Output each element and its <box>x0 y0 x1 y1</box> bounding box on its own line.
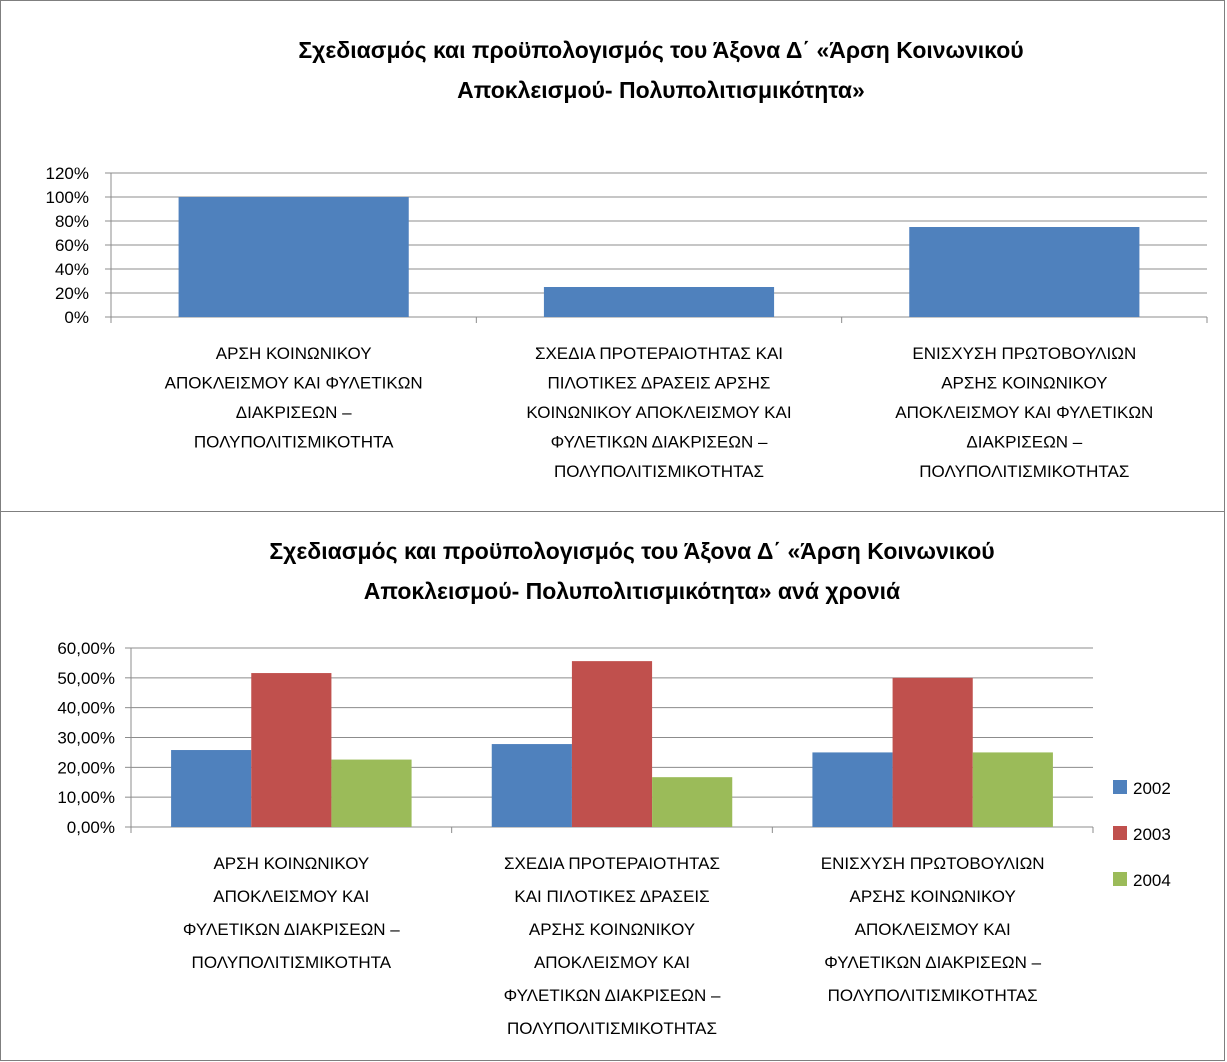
chart-title-line: Σχεδιασμός και προϋπολογισμός του Άξονα … <box>298 37 1023 63</box>
y-tick-label: 0% <box>64 308 89 327</box>
y-tick-label: 40,00% <box>57 699 115 718</box>
category-label-line: ΕΝΙΣΧΥΣΗ ΠΡΩΤΟΒΟΥΛΙΩΝ <box>912 344 1136 363</box>
bar-2004-2 <box>972 752 1053 827</box>
category-label-line: ΑΡΣΗΣ ΚΟΙΝΩΝΙΚΟΥ <box>529 920 695 939</box>
category-label-line: ΦΥΛΕΤΙΚΩΝ ΔΙΑΚΡΙΣΕΩΝ – <box>504 986 721 1005</box>
legend-label-2004: 2004 <box>1133 871 1171 890</box>
chart-2-svg: Σχεδιασμός και προϋπολογισμός του Άξονα … <box>57 538 1171 1038</box>
y-tick-label: 100% <box>46 188 89 207</box>
chart-title-line: Αποκλεισμού- Πολυπολιτισμικότητα» ανά χρ… <box>364 578 900 604</box>
category-label-line: ΚΑΙ ΠΙΛΟΤΙΚΕΣ ΔΡΑΣΕΙΣ <box>514 887 709 906</box>
y-tick-label: 60,00% <box>57 639 115 658</box>
bar-2002-0 <box>171 750 252 827</box>
category-label-line: ΠΟΛΥΠΟΛΙΤΙΣΜΙΚΟΤΗΤΑ <box>194 433 394 452</box>
chart-1-svg: Σχεδιασμός και προϋπολογισμός του Άξονα … <box>46 37 1208 481</box>
y-tick-label: 30,00% <box>57 729 115 748</box>
category-label-line: ΦΥΛΕΤΙΚΩΝ ΔΙΑΚΡΙΣΕΩΝ – <box>551 433 768 452</box>
y-tick-label: 20,00% <box>57 758 115 777</box>
y-tick-label: 10,00% <box>57 788 115 807</box>
legend-label-2003: 2003 <box>1133 825 1171 844</box>
bar-2004-1 <box>652 777 733 827</box>
category-label-line: ΑΡΣΗΣ ΚΟΙΝΩΝΙΚΟΥ <box>941 374 1107 393</box>
y-tick-label: 80% <box>55 212 89 231</box>
category-label-line: ΣΧΕΔΙΑ ΠΡΟΤΕΡΑΙΟΤΗΤΑΣ <box>504 854 720 873</box>
category-label-line: ΑΠΟΚΛΕΙΣΜΟΥ ΚΑΙ ΦΥΛΕΤΙΚΩΝ <box>895 403 1153 422</box>
bar-2002-1 <box>491 744 572 827</box>
bar-value-2 <box>909 227 1140 317</box>
category-label-line: ΑΡΣΗΣ ΚΟΙΝΩΝΙΚΟΥ <box>850 887 1016 906</box>
y-tick-label: 120% <box>46 164 89 183</box>
chart-title-line: Αποκλεισμού- Πολυπολιτισμικότητα» <box>457 77 865 103</box>
category-label-line: ΑΠΟΚΛΕΙΣΜΟΥ ΚΑΙ <box>213 887 369 906</box>
bar-2002-2 <box>812 752 893 827</box>
category-label-line: ΦΥΛΕΤΙΚΩΝ ΔΙΑΚΡΙΣΕΩΝ – <box>183 920 400 939</box>
category-label-line: ΔΙΑΚΡΙΣΕΩΝ – <box>236 403 352 422</box>
legend-swatch-2002 <box>1113 780 1127 794</box>
bar-2003-1 <box>571 661 653 827</box>
category-label-line: ΠΟΛΥΠΟΛΙΤΙΣΜΙΚΟΤΗΤΑ <box>192 953 392 972</box>
chart-title-line: Σχεδιασμός και προϋπολογισμός του Άξονα … <box>269 538 994 564</box>
category-label-line: ΠΙΛΟΤΙΚΕΣ ΔΡΑΣΕΙΣ ΑΡΣΗΣ <box>548 374 771 393</box>
y-tick-label: 40% <box>55 260 89 279</box>
category-label-line: ΠΟΛΥΠΟΛΙΤΙΣΜΙΚΟΤΗΤΑΣ <box>919 462 1129 481</box>
bar-value-1 <box>543 287 775 317</box>
bar-2004-0 <box>331 759 412 827</box>
category-label-line: ΕΝΙΣΧΥΣΗ ΠΡΩΤΟΒΟΥΛΙΩΝ <box>821 854 1045 873</box>
y-tick-label: 50,00% <box>57 669 115 688</box>
chart-panel-2: Σχεδιασμός και προϋπολογισμός του Άξονα … <box>0 511 1225 1061</box>
bar-2003-2 <box>892 677 973 827</box>
legend-swatch-2004 <box>1113 872 1127 886</box>
category-label-line: ΠΟΛΥΠΟΛΙΤΙΣΜΙΚΟΤΗΤΑΣ <box>828 986 1038 1005</box>
category-label-line: ΑΡΣΗ ΚΟΙΝΩΝΙΚΟΥ <box>216 344 372 363</box>
bar-value-0 <box>178 197 409 317</box>
category-label-line: ΑΠΟΚΛΕΙΣΜΟΥ ΚΑΙ <box>534 953 690 972</box>
bar-2003-0 <box>251 673 332 827</box>
y-tick-label: 60% <box>55 236 89 255</box>
y-tick-label: 20% <box>55 284 89 303</box>
legend-label-2002: 2002 <box>1133 779 1171 798</box>
category-label-line: ΚΟΙΝΩΝΙΚΟΥ ΑΠΟΚΛΕΙΣΜΟΥ ΚΑΙ <box>526 403 791 422</box>
category-label-line: ΦΥΛΕΤΙΚΩΝ ΔΙΑΚΡΙΣΕΩΝ – <box>824 953 1041 972</box>
category-label-line: ΣΧΕΔΙΑ ΠΡΟΤΕΡΑΙΟΤΗΤΑΣ ΚΑΙ <box>535 344 783 363</box>
category-label-line: ΑΠΟΚΛΕΙΣΜΟΥ ΚΑΙ <box>855 920 1011 939</box>
y-tick-label: 0,00% <box>67 818 115 837</box>
category-label-line: ΔΙΑΚΡΙΣΕΩΝ – <box>966 433 1082 452</box>
category-label-line: ΠΟΛΥΠΟΛΙΤΙΣΜΙΚΟΤΗΤΑΣ <box>554 462 764 481</box>
chart-panel-1: Σχεδιασμός και προϋπολογισμός του Άξονα … <box>0 0 1225 512</box>
legend-swatch-2003 <box>1113 826 1127 840</box>
category-label-line: ΑΡΣΗ ΚΟΙΝΩΝΙΚΟΥ <box>213 854 369 873</box>
category-label-line: ΑΠΟΚΛΕΙΣΜΟΥ ΚΑΙ ΦΥΛΕΤΙΚΩΝ <box>165 374 423 393</box>
category-label-line: ΠΟΛΥΠΟΛΙΤΙΣΜΙΚΟΤΗΤΑΣ <box>507 1019 717 1038</box>
